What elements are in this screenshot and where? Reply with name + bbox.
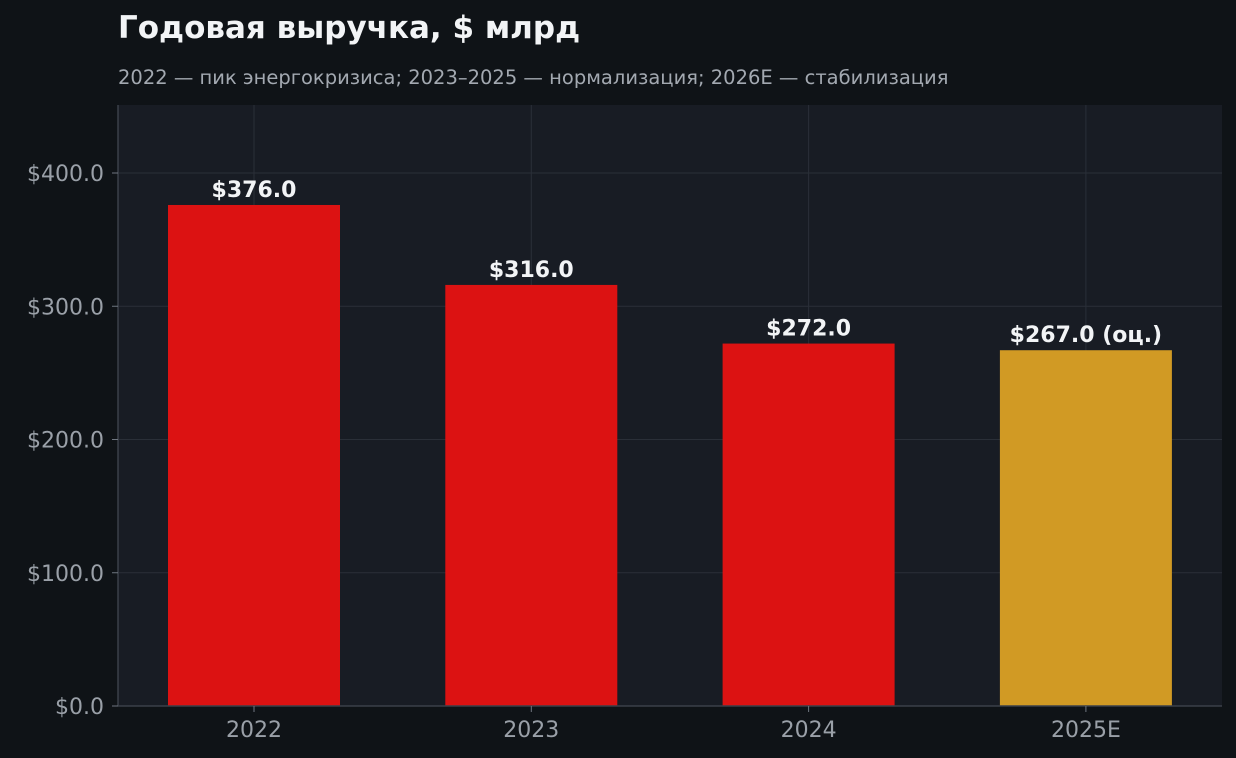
y-tick-label: $300.0 [27, 295, 104, 320]
bar-2024 [722, 343, 895, 706]
chart-subtitle: 2022 — пик энергокризиса; 2023–2025 — но… [118, 66, 949, 89]
value-label-2023: $316.0 [489, 258, 574, 283]
chart-title: Годовая выручка, $ млрд [118, 10, 581, 46]
bars [168, 204, 1172, 707]
axes [117, 105, 1222, 707]
y-tick-label: $0.0 [55, 695, 104, 720]
bar-2025E [999, 350, 1172, 706]
y-tick-label: $200.0 [27, 429, 104, 454]
value-label-2025E: $267.0 (оц.) [1010, 323, 1162, 348]
bar-2023 [445, 284, 618, 706]
bar-2022 [168, 204, 340, 707]
y-tick-label: $400.0 [27, 162, 104, 187]
x-axis-ticks: 2022 2023 2024 2025E [226, 706, 1121, 743]
x-tick-label: 2023 [503, 718, 559, 743]
x-tick-label: 2024 [781, 718, 837, 743]
value-labels: $376.0 $316.0 $272.0 $267.0 (оц.) [212, 178, 1163, 348]
value-label-2022: $376.0 [212, 178, 297, 203]
y-axis-ticks: $0.0 $100.0 $200.0 $300.0 $400.0 [27, 162, 118, 720]
x-tick-label: 2025E [1051, 718, 1121, 743]
y-tick-label: $100.0 [27, 562, 104, 587]
value-label-2024: $272.0 [766, 317, 851, 342]
x-tick-label: 2022 [226, 718, 282, 743]
